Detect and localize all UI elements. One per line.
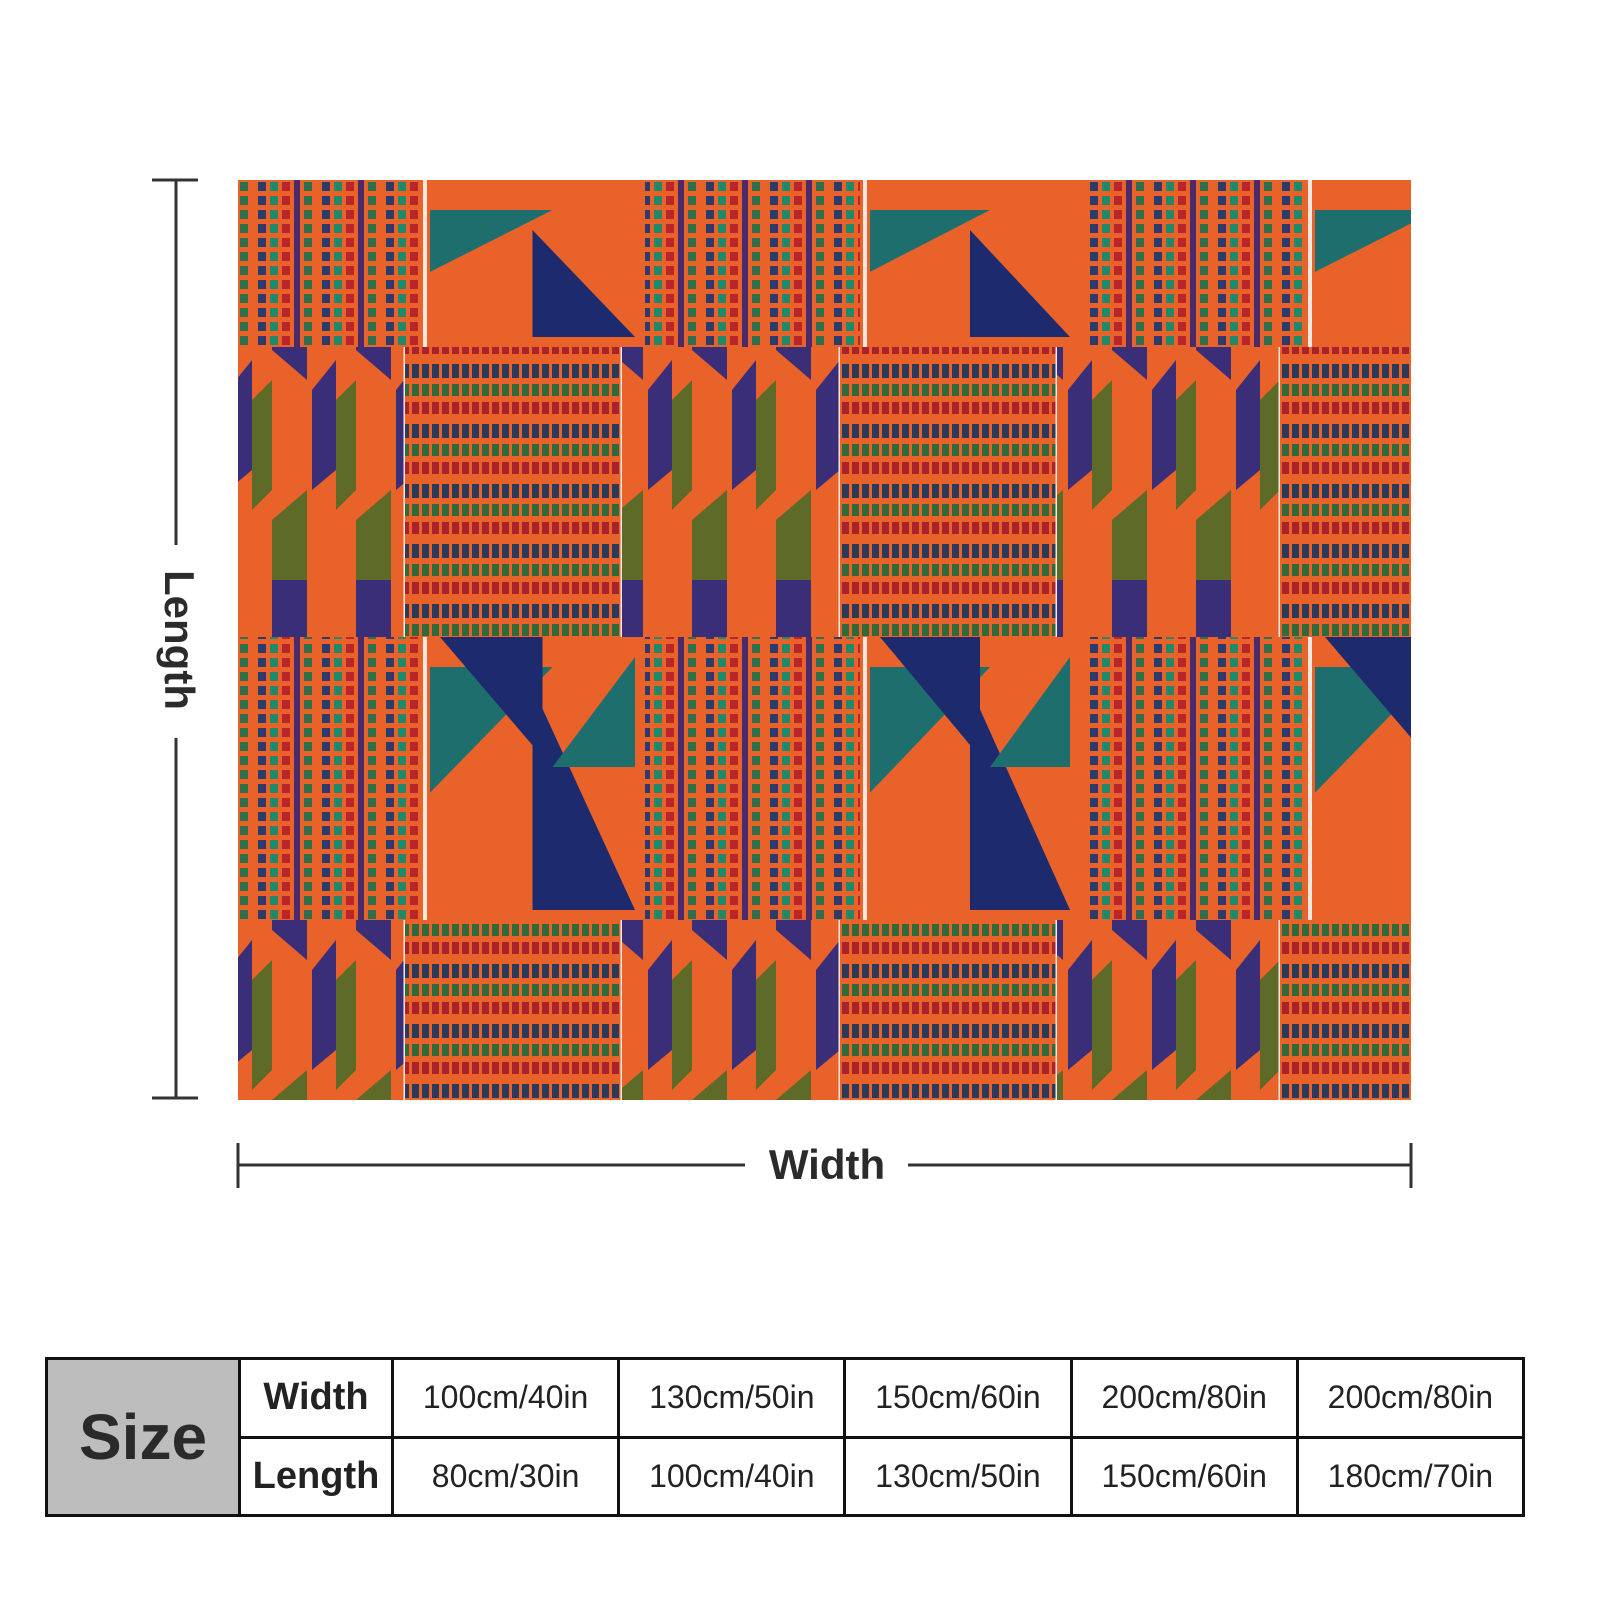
pattern-shape [1280, 347, 1411, 637]
pattern-shape [840, 920, 1057, 1100]
length-label: Length [156, 570, 203, 710]
pattern-shape [1057, 920, 1280, 1100]
pattern-shape [1418, 230, 1521, 337]
pattern-shape [1080, 180, 1305, 347]
pattern-shape [238, 180, 420, 347]
size-table: Size Width 100cm/40in 130cm/50in 150cm/6… [45, 1357, 1526, 1517]
pattern-shape [970, 230, 1070, 337]
cell: 200cm/80in [1069, 1357, 1299, 1439]
pattern-shape [405, 347, 622, 637]
pattern-shape [430, 210, 553, 272]
pattern-shape [552, 657, 635, 767]
pattern-shape [1315, 210, 1411, 272]
width-label: Width [769, 1141, 885, 1188]
cell: 130cm/50in [617, 1357, 847, 1439]
pattern-shape [1080, 637, 1305, 920]
pattern-shape [1280, 920, 1411, 1100]
pattern-shape [880, 637, 980, 757]
size-header: Size [45, 1357, 241, 1517]
row-header: Length [238, 1435, 394, 1517]
pattern-shape [622, 920, 840, 1100]
cell: 180cm/70in [1295, 1435, 1526, 1517]
pattern-shape [405, 920, 622, 1100]
pattern-shape [532, 230, 635, 337]
cell: 130cm/50in [843, 1435, 1073, 1517]
blanket-pattern [238, 180, 1521, 1100]
cell: 200cm/80in [1295, 1357, 1526, 1439]
pattern-shape [622, 347, 840, 637]
pattern-shape [990, 657, 1070, 767]
pattern-shape [532, 687, 635, 910]
pattern-shape [440, 637, 543, 757]
row-header: Width [238, 1357, 394, 1439]
pattern-shape [1057, 347, 1280, 637]
pattern-shape [645, 637, 860, 920]
cell: 100cm/40in [617, 1435, 847, 1517]
cell: 150cm/60in [1069, 1435, 1299, 1517]
cell: 80cm/30in [390, 1435, 621, 1517]
cell: 150cm/60in [843, 1357, 1073, 1439]
pattern-shape [238, 920, 405, 1100]
pattern-shape [1325, 637, 1411, 738]
pattern-shape [870, 210, 990, 272]
pattern-shape [238, 637, 420, 920]
pattern-shape [645, 180, 860, 347]
pattern-shape [1418, 687, 1521, 910]
pattern-shape [840, 347, 1057, 637]
cell: 100cm/40in [390, 1357, 621, 1439]
product-image: Length Width [152, 178, 1521, 1188]
pattern-shape [238, 347, 405, 637]
pattern-shape [1438, 657, 1521, 767]
pattern-shape [970, 687, 1070, 910]
